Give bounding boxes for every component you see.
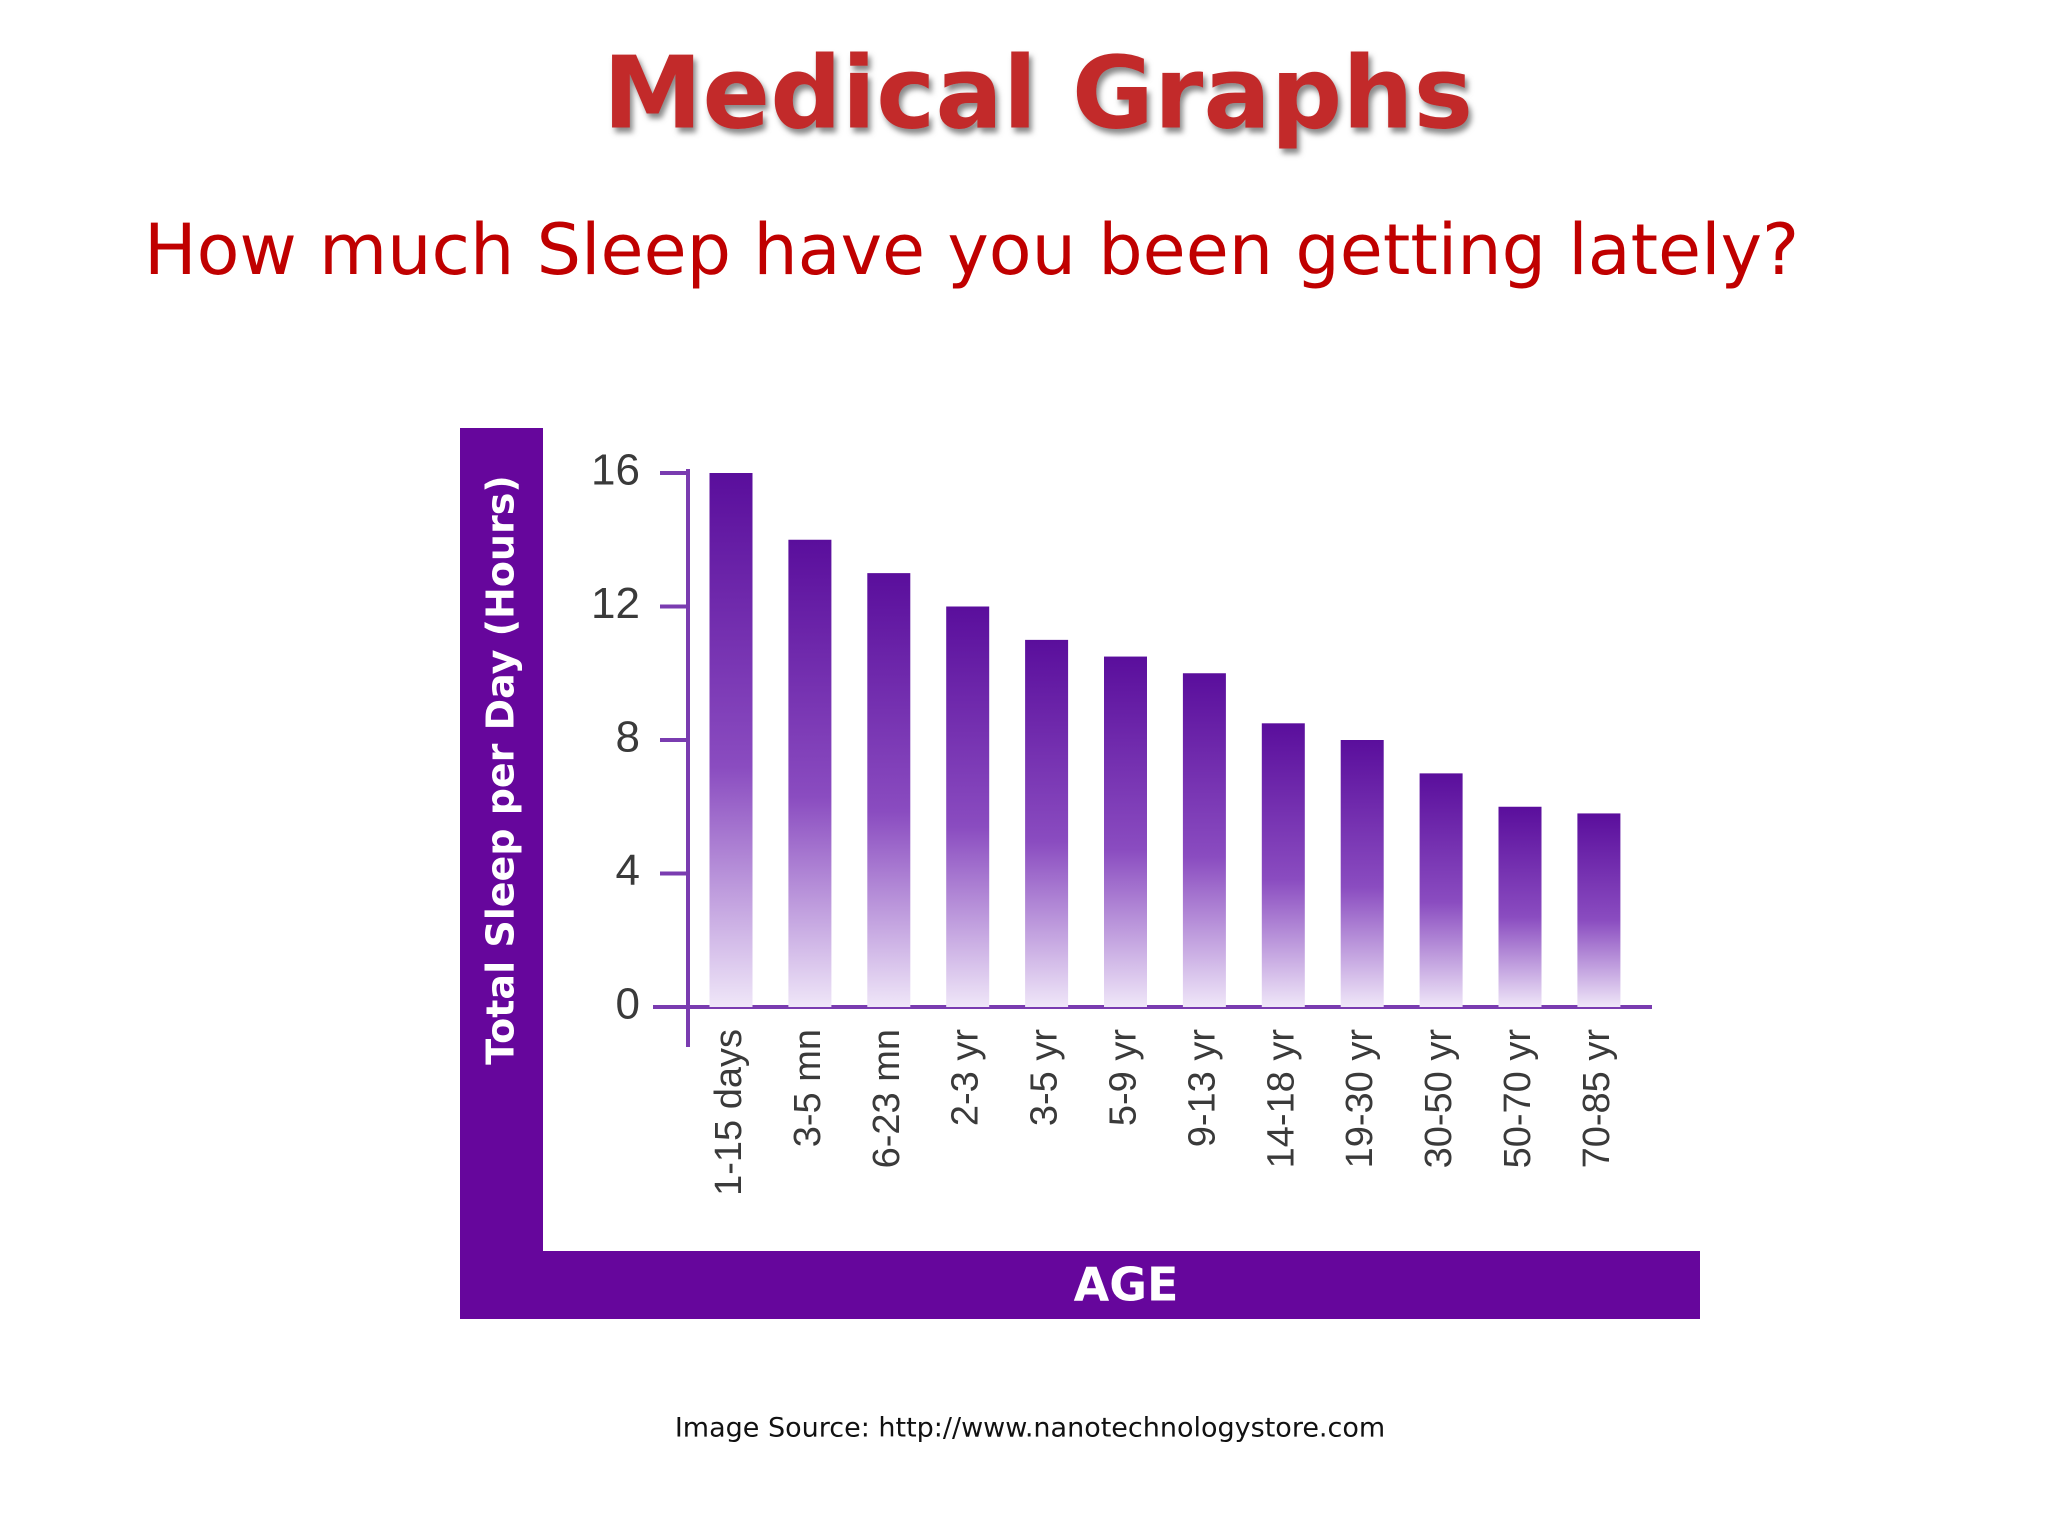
bar	[1498, 806, 1542, 1007]
bar	[1419, 773, 1463, 1007]
x-tick-label: 50-70 yr	[1497, 1029, 1539, 1169]
bar	[1340, 740, 1384, 1007]
bar	[946, 606, 990, 1007]
frame-bottom	[460, 1251, 1700, 1319]
bar	[709, 473, 753, 1007]
x-tick-label: 2-3 yr	[945, 1029, 987, 1126]
y-tick-label: 4	[616, 846, 640, 895]
x-tick-label: 19-30 yr	[1339, 1029, 1381, 1169]
bar	[788, 539, 832, 1007]
subtitle: How much Sleep have you been getting lat…	[144, 209, 1799, 291]
plot: 0 4 8 12 16 1-15 days 3-5 mn 6-23 mn 2-3 yr 3-5 y…	[591, 446, 1652, 1196]
source: Image Source: http://www.nanotechnologys…	[675, 1413, 1385, 1444]
frame-left	[460, 428, 543, 1319]
x-tick-label: 14-18 yr	[1260, 1029, 1302, 1169]
y-tick-label: 0	[616, 980, 640, 1029]
y-tick-label: 8	[616, 713, 640, 762]
x-tick-label: 5-9 yr	[1103, 1029, 1145, 1126]
bar	[1261, 723, 1305, 1007]
x-tick-label: 3-5 yr	[1024, 1029, 1066, 1126]
x-tick-label: 30-50 yr	[1418, 1029, 1460, 1169]
x-tick-label: 70-85 yr	[1576, 1029, 1618, 1169]
x-tick-label: 6-23 mn	[866, 1029, 908, 1168]
x-tick-label: 1-15 days	[708, 1029, 750, 1196]
x-tick-label: 9-13 yr	[1181, 1029, 1223, 1148]
bar	[867, 573, 911, 1007]
bar	[1104, 656, 1147, 1007]
bar	[1182, 673, 1226, 1007]
y-tick-label: 16	[591, 446, 640, 495]
y-axis-label: Total Sleep per Day (Hours)	[479, 475, 523, 1064]
bar	[1577, 813, 1621, 1007]
y-tick-label: 12	[591, 579, 640, 628]
x-axis-label: AGE	[1074, 1258, 1179, 1312]
title: Medical Graphs	[603, 34, 1473, 151]
bar	[1025, 639, 1069, 1007]
x-tick-label: 3-5 mn	[787, 1029, 829, 1147]
